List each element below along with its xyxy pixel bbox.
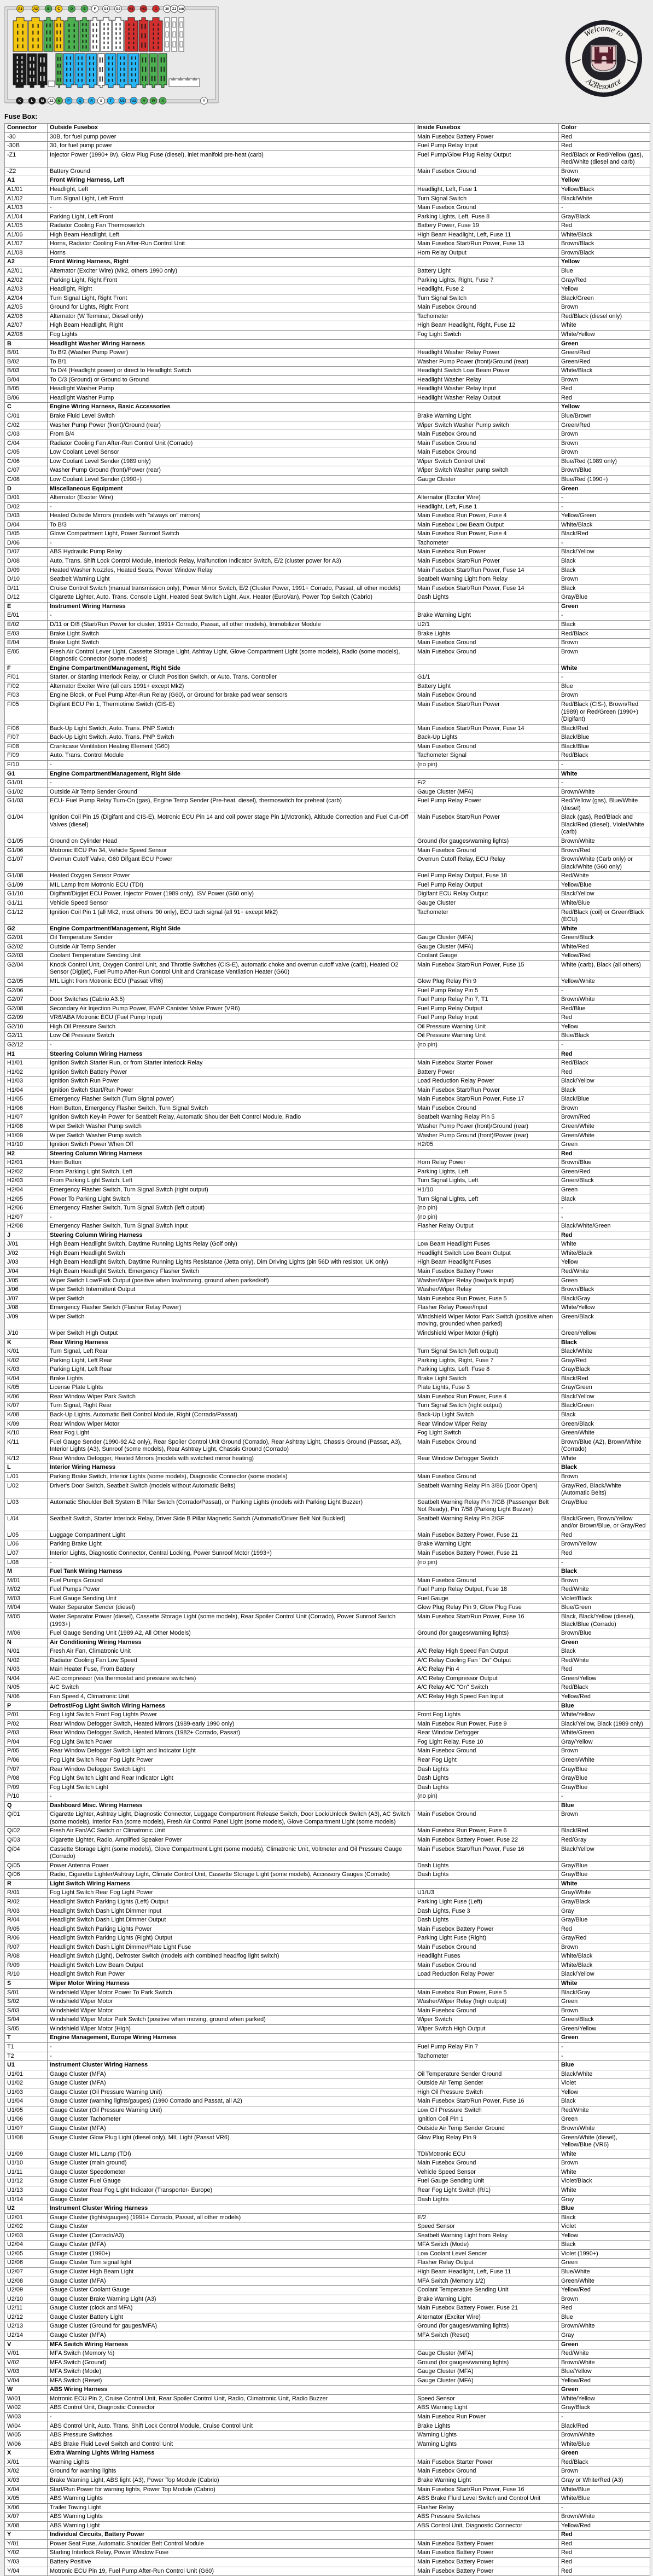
svg-text:H2: H2 [141, 7, 146, 11]
svg-text:30: 30 [165, 7, 170, 11]
svg-text:Q: Q [79, 99, 81, 103]
svg-text:N: N [58, 99, 61, 103]
svg-text:K: K [19, 99, 21, 103]
svg-text:G2: G2 [116, 7, 121, 11]
svg-text:R: R [90, 99, 93, 103]
svg-text:C: C [57, 7, 60, 11]
svg-text:F: F [94, 7, 96, 11]
svg-text:Z1: Z1 [172, 7, 177, 11]
svg-text:W: W [152, 99, 155, 103]
svg-text:P: P [67, 99, 69, 103]
svg-text:U1: U1 [120, 99, 125, 103]
svg-text:T: T [110, 99, 112, 103]
svg-text:A2: A2 [33, 7, 38, 11]
svg-text:E: E [83, 7, 85, 11]
svg-text:30B: 30B [179, 8, 184, 11]
svg-text:U2: U2 [131, 99, 136, 103]
svg-text:H1: H1 [129, 7, 134, 11]
svg-text:B: B [47, 7, 50, 11]
svg-text:M: M [41, 99, 44, 103]
svg-text:S: S [100, 99, 102, 103]
svg-text:L: L [31, 99, 33, 103]
svg-text:G1: G1 [104, 7, 109, 11]
svg-text:D: D [71, 7, 73, 11]
svg-text:J: J [155, 7, 157, 11]
svg-text:Z2: Z2 [49, 99, 54, 103]
svg-text:A1: A1 [18, 7, 23, 11]
